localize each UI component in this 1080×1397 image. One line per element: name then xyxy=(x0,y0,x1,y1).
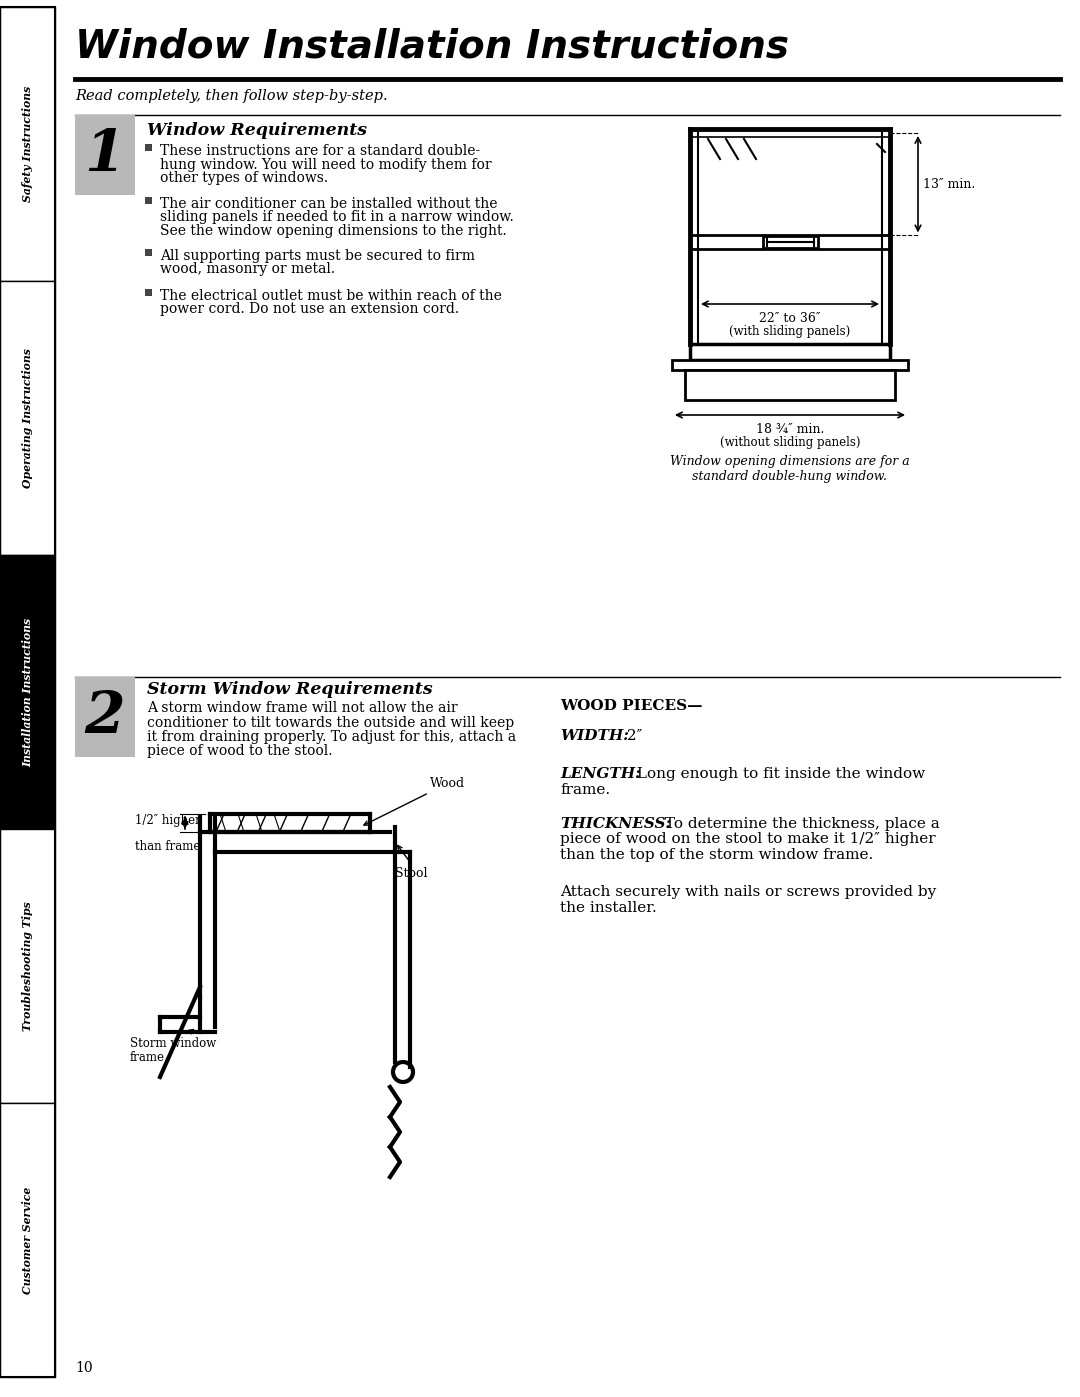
Text: Storm window: Storm window xyxy=(130,1037,216,1051)
Text: (without sliding panels): (without sliding panels) xyxy=(719,436,861,448)
Text: piece of wood on the stool to make it 1/2″ higher: piece of wood on the stool to make it 1/… xyxy=(561,833,935,847)
Bar xyxy=(0,828,55,1104)
Text: frame.: frame. xyxy=(561,782,610,796)
Text: Storm Window Requirements: Storm Window Requirements xyxy=(147,680,433,698)
Bar xyxy=(145,197,152,204)
Text: Window Installation Instructions: Window Installation Instructions xyxy=(75,27,789,66)
Text: 1: 1 xyxy=(84,127,125,183)
Text: the installer.: the installer. xyxy=(561,901,657,915)
Text: Stool: Stool xyxy=(395,868,428,880)
Text: Attach securely with nails or screws provided by: Attach securely with nails or screws pro… xyxy=(561,886,936,900)
Text: Installation Instructions: Installation Instructions xyxy=(22,617,33,767)
Text: conditioner to tilt towards the outside and will keep: conditioner to tilt towards the outside … xyxy=(147,715,514,729)
Bar xyxy=(685,370,895,400)
Text: A storm window frame will not allow the air: A storm window frame will not allow the … xyxy=(147,701,458,715)
Text: WIDTH:: WIDTH: xyxy=(561,729,629,743)
Text: Window Requirements: Window Requirements xyxy=(147,122,367,138)
Text: Wood: Wood xyxy=(364,777,465,826)
Text: frame: frame xyxy=(130,1051,165,1065)
Text: sliding panels if needed to fit in a narrow window.: sliding panels if needed to fit in a nar… xyxy=(160,211,514,225)
Text: Window opening dimensions are for a
standard double-hung window.: Window opening dimensions are for a stan… xyxy=(670,455,909,483)
Text: piece of wood to the stool.: piece of wood to the stool. xyxy=(147,745,333,759)
Text: 1/2″ higher: 1/2″ higher xyxy=(135,814,201,827)
Text: power cord. Do not use an extension cord.: power cord. Do not use an extension cord… xyxy=(160,303,459,317)
Text: hung window. You will need to modify them for: hung window. You will need to modify the… xyxy=(160,158,491,172)
Text: 2″: 2″ xyxy=(622,729,643,743)
Text: than the top of the storm window frame.: than the top of the storm window frame. xyxy=(561,848,874,862)
Text: other types of windows.: other types of windows. xyxy=(160,170,328,184)
Text: than frame: than frame xyxy=(135,840,201,854)
Text: Customer Service: Customer Service xyxy=(22,1186,33,1294)
Text: Read completely, then follow step-by-step.: Read completely, then follow step-by-ste… xyxy=(75,89,388,103)
Text: 22″ to 36″: 22″ to 36″ xyxy=(759,312,821,326)
Text: wood, masonry or metal.: wood, masonry or metal. xyxy=(160,263,335,277)
Text: All supporting parts must be secured to firm: All supporting parts must be secured to … xyxy=(160,249,475,263)
Bar xyxy=(0,7,55,281)
Bar xyxy=(0,555,55,828)
Text: (with sliding panels): (with sliding panels) xyxy=(729,326,851,338)
Text: Operating Instructions: Operating Instructions xyxy=(22,348,33,488)
Text: The air conditioner can be installed without the: The air conditioner can be installed wit… xyxy=(160,197,498,211)
Bar xyxy=(672,360,908,370)
Bar xyxy=(690,344,890,360)
Bar xyxy=(145,289,152,296)
Bar xyxy=(145,144,152,151)
Text: WOOD PIECES—: WOOD PIECES— xyxy=(561,698,702,712)
Text: it from draining properly. To adjust for this, attach a: it from draining properly. To adjust for… xyxy=(147,731,516,745)
Text: Long enough to fit inside the window: Long enough to fit inside the window xyxy=(632,767,926,781)
Text: 18 ¾″ min.: 18 ¾″ min. xyxy=(756,423,824,436)
Text: The electrical outlet must be within reach of the: The electrical outlet must be within rea… xyxy=(160,289,502,303)
Text: 10: 10 xyxy=(75,1361,93,1375)
Text: Safety Instructions: Safety Instructions xyxy=(22,85,33,203)
Text: 13″ min.: 13″ min. xyxy=(923,177,975,191)
Text: See the window opening dimensions to the right.: See the window opening dimensions to the… xyxy=(160,224,507,237)
Text: THICKNESS:: THICKNESS: xyxy=(561,817,671,831)
Bar xyxy=(0,1104,55,1377)
Bar xyxy=(0,281,55,555)
Text: 2: 2 xyxy=(84,689,125,745)
Text: Troubleshooting Tips: Troubleshooting Tips xyxy=(22,901,33,1031)
Text: To determine the thickness, place a: To determine the thickness, place a xyxy=(660,817,940,831)
Bar xyxy=(75,115,135,196)
Text: LENGTH:: LENGTH: xyxy=(561,767,640,781)
Bar xyxy=(145,249,152,256)
Text: These instructions are for a standard double-: These instructions are for a standard do… xyxy=(160,144,481,158)
Bar xyxy=(0,7,55,1377)
Bar xyxy=(762,236,818,249)
Bar xyxy=(75,678,135,757)
